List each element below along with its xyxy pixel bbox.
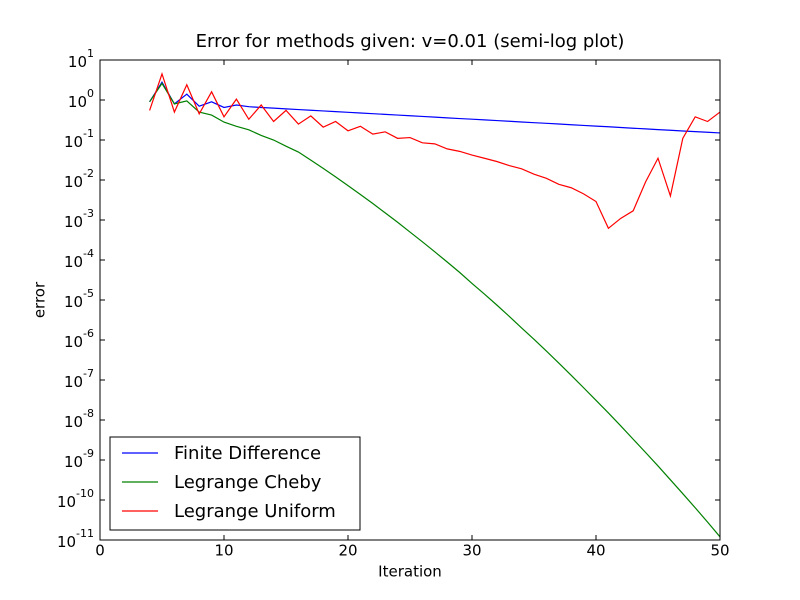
y-tick-label: 10-1 <box>64 127 94 151</box>
y-tick-label: 100 <box>68 87 94 111</box>
chart-title: Error for methods given: v=0.01 (semi-lo… <box>196 31 625 52</box>
y-tick-exponent: -11 <box>76 527 94 540</box>
y-tick-base: 10 <box>64 173 83 191</box>
y-tick-base: 10 <box>64 413 83 431</box>
y-tick-exponent: -1 <box>83 127 94 140</box>
x-tick-label: 10 <box>214 542 233 560</box>
y-tick-exponent: -4 <box>83 247 94 260</box>
y-tick-base: 10 <box>64 253 83 271</box>
legend-label: Legrange Uniform <box>174 501 336 522</box>
y-tick-base: 10 <box>64 373 83 391</box>
y-tick-base: 10 <box>64 133 83 151</box>
y-tick-exponent: -3 <box>83 207 94 220</box>
y-tick-exponent: -2 <box>83 167 94 180</box>
y-tick-base: 10 <box>68 53 87 71</box>
y-tick-base: 10 <box>57 533 76 551</box>
x-tick-label: 20 <box>338 542 357 560</box>
y-tick-label: 10-2 <box>64 167 94 191</box>
y-tick-label: 10-7 <box>64 367 94 391</box>
y-tick-base: 10 <box>64 333 83 351</box>
y-tick-label: 10-5 <box>64 287 94 311</box>
y-tick-exponent: -10 <box>76 487 94 500</box>
y-tick-exponent: -9 <box>83 447 94 460</box>
y-tick-base: 10 <box>64 293 83 311</box>
plot-area <box>149 71 720 538</box>
y-tick-exponent: -8 <box>83 407 94 420</box>
y-tick-base: 10 <box>57 493 76 511</box>
x-axis-label: Iteration <box>378 563 442 581</box>
series-line <box>149 71 720 230</box>
y-tick-exponent: 0 <box>87 87 94 100</box>
y-tick-label: 10-8 <box>64 407 94 431</box>
series-line <box>149 82 720 538</box>
x-tick-label: 0 <box>95 542 105 560</box>
y-tick-exponent: -6 <box>83 327 94 340</box>
y-tick-exponent: 1 <box>87 47 94 60</box>
y-tick-label: 10-6 <box>64 327 94 351</box>
y-tick-label: 10-4 <box>64 247 94 271</box>
x-tick-label: 40 <box>586 542 605 560</box>
plot-frame <box>99 59 721 541</box>
y-tick-base: 10 <box>64 213 83 231</box>
y-tick-base: 10 <box>68 93 87 111</box>
legend-label: Legrange Cheby <box>174 472 322 493</box>
y-tick-label: 101 <box>68 47 94 71</box>
y-tick-label: 10-10 <box>57 487 94 511</box>
y-tick-exponent: -5 <box>83 287 94 300</box>
series-line <box>149 80 720 134</box>
y-tick-exponent: -7 <box>83 367 94 380</box>
y-axis-label: error <box>31 281 49 318</box>
y-tick-label: 10-9 <box>64 447 94 471</box>
x-tick-label: 30 <box>462 542 481 560</box>
y-tick-base: 10 <box>64 453 83 471</box>
y-tick-label: 10-3 <box>64 207 94 231</box>
y-tick-label: 10-11 <box>57 527 94 551</box>
legend-label: Finite Difference <box>174 443 321 464</box>
x-tick-label: 50 <box>710 542 729 560</box>
